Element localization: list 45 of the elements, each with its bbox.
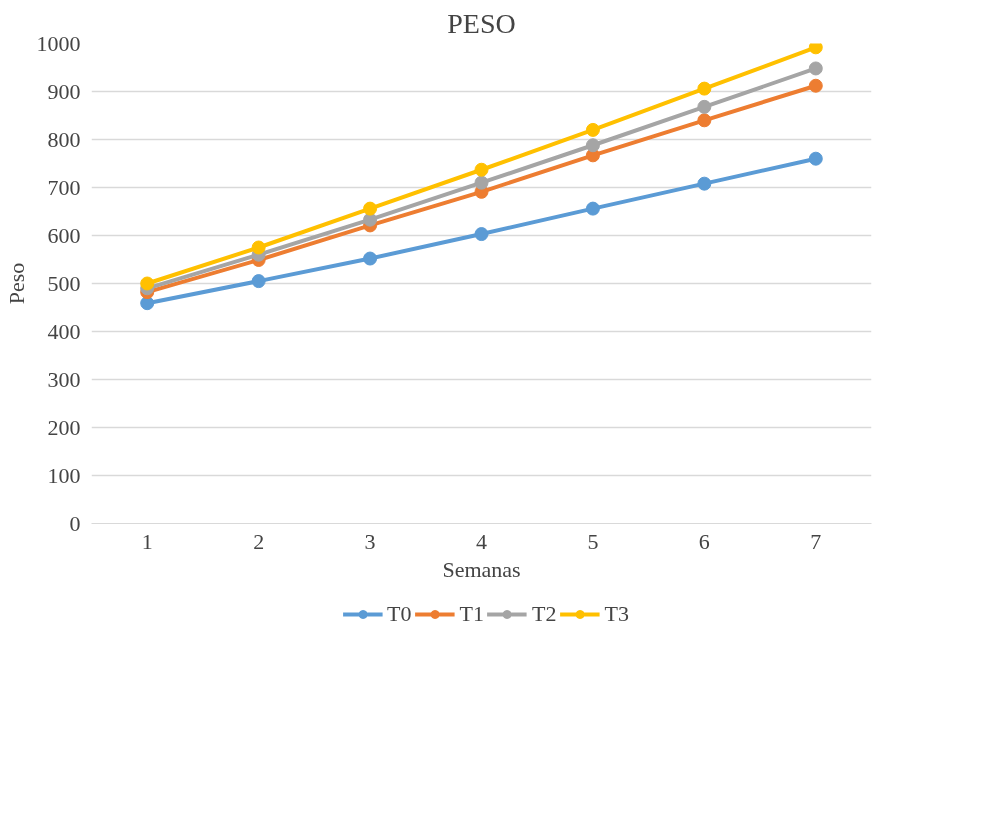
x-tick-label: 3 — [364, 528, 376, 554]
point — [474, 227, 489, 242]
x-tick-label: 6 — [698, 528, 710, 554]
y-tick-label: 0 — [69, 510, 81, 536]
y-tick-label: 400 — [47, 318, 81, 344]
point — [808, 43, 823, 55]
point — [585, 122, 600, 137]
legend-label: T2 — [532, 601, 557, 627]
y-tick-label: 600 — [47, 222, 81, 248]
legend-label: T3 — [604, 601, 629, 627]
point — [585, 201, 600, 216]
point — [808, 61, 823, 76]
point — [251, 240, 266, 255]
point — [808, 78, 823, 93]
x-tick-label: 1 — [141, 528, 153, 554]
x-tick-label: 2 — [253, 528, 265, 554]
point — [474, 162, 489, 177]
point — [697, 176, 712, 191]
x-tick-label: 7 — [810, 528, 822, 554]
point — [363, 201, 378, 216]
y-axis-title: Peso — [3, 262, 29, 305]
point — [140, 276, 155, 291]
x-tick-label: 4 — [476, 528, 487, 554]
y-tick-label: 300 — [47, 366, 81, 392]
point — [585, 138, 600, 153]
point — [697, 81, 712, 96]
y-tick-label: 1000 — [36, 30, 81, 56]
point — [697, 99, 712, 114]
chart-title: PESO — [447, 7, 516, 39]
point — [808, 151, 823, 166]
legend-label: T0 — [387, 601, 412, 627]
y-tick-label: 100 — [47, 462, 81, 488]
y-tick-label: 900 — [47, 78, 81, 104]
point — [140, 296, 155, 311]
y-tick-label: 500 — [47, 270, 81, 296]
y-tick-label: 200 — [47, 414, 81, 440]
y-tick-label: 700 — [47, 174, 81, 200]
x-axis-title: Semanas — [442, 556, 521, 582]
point — [474, 175, 489, 190]
point — [251, 274, 266, 289]
point — [697, 113, 712, 128]
legend-label: T1 — [459, 601, 484, 627]
x-tick-label: 5 — [587, 528, 599, 554]
point — [363, 251, 378, 266]
y-tick-label: 800 — [47, 126, 81, 152]
